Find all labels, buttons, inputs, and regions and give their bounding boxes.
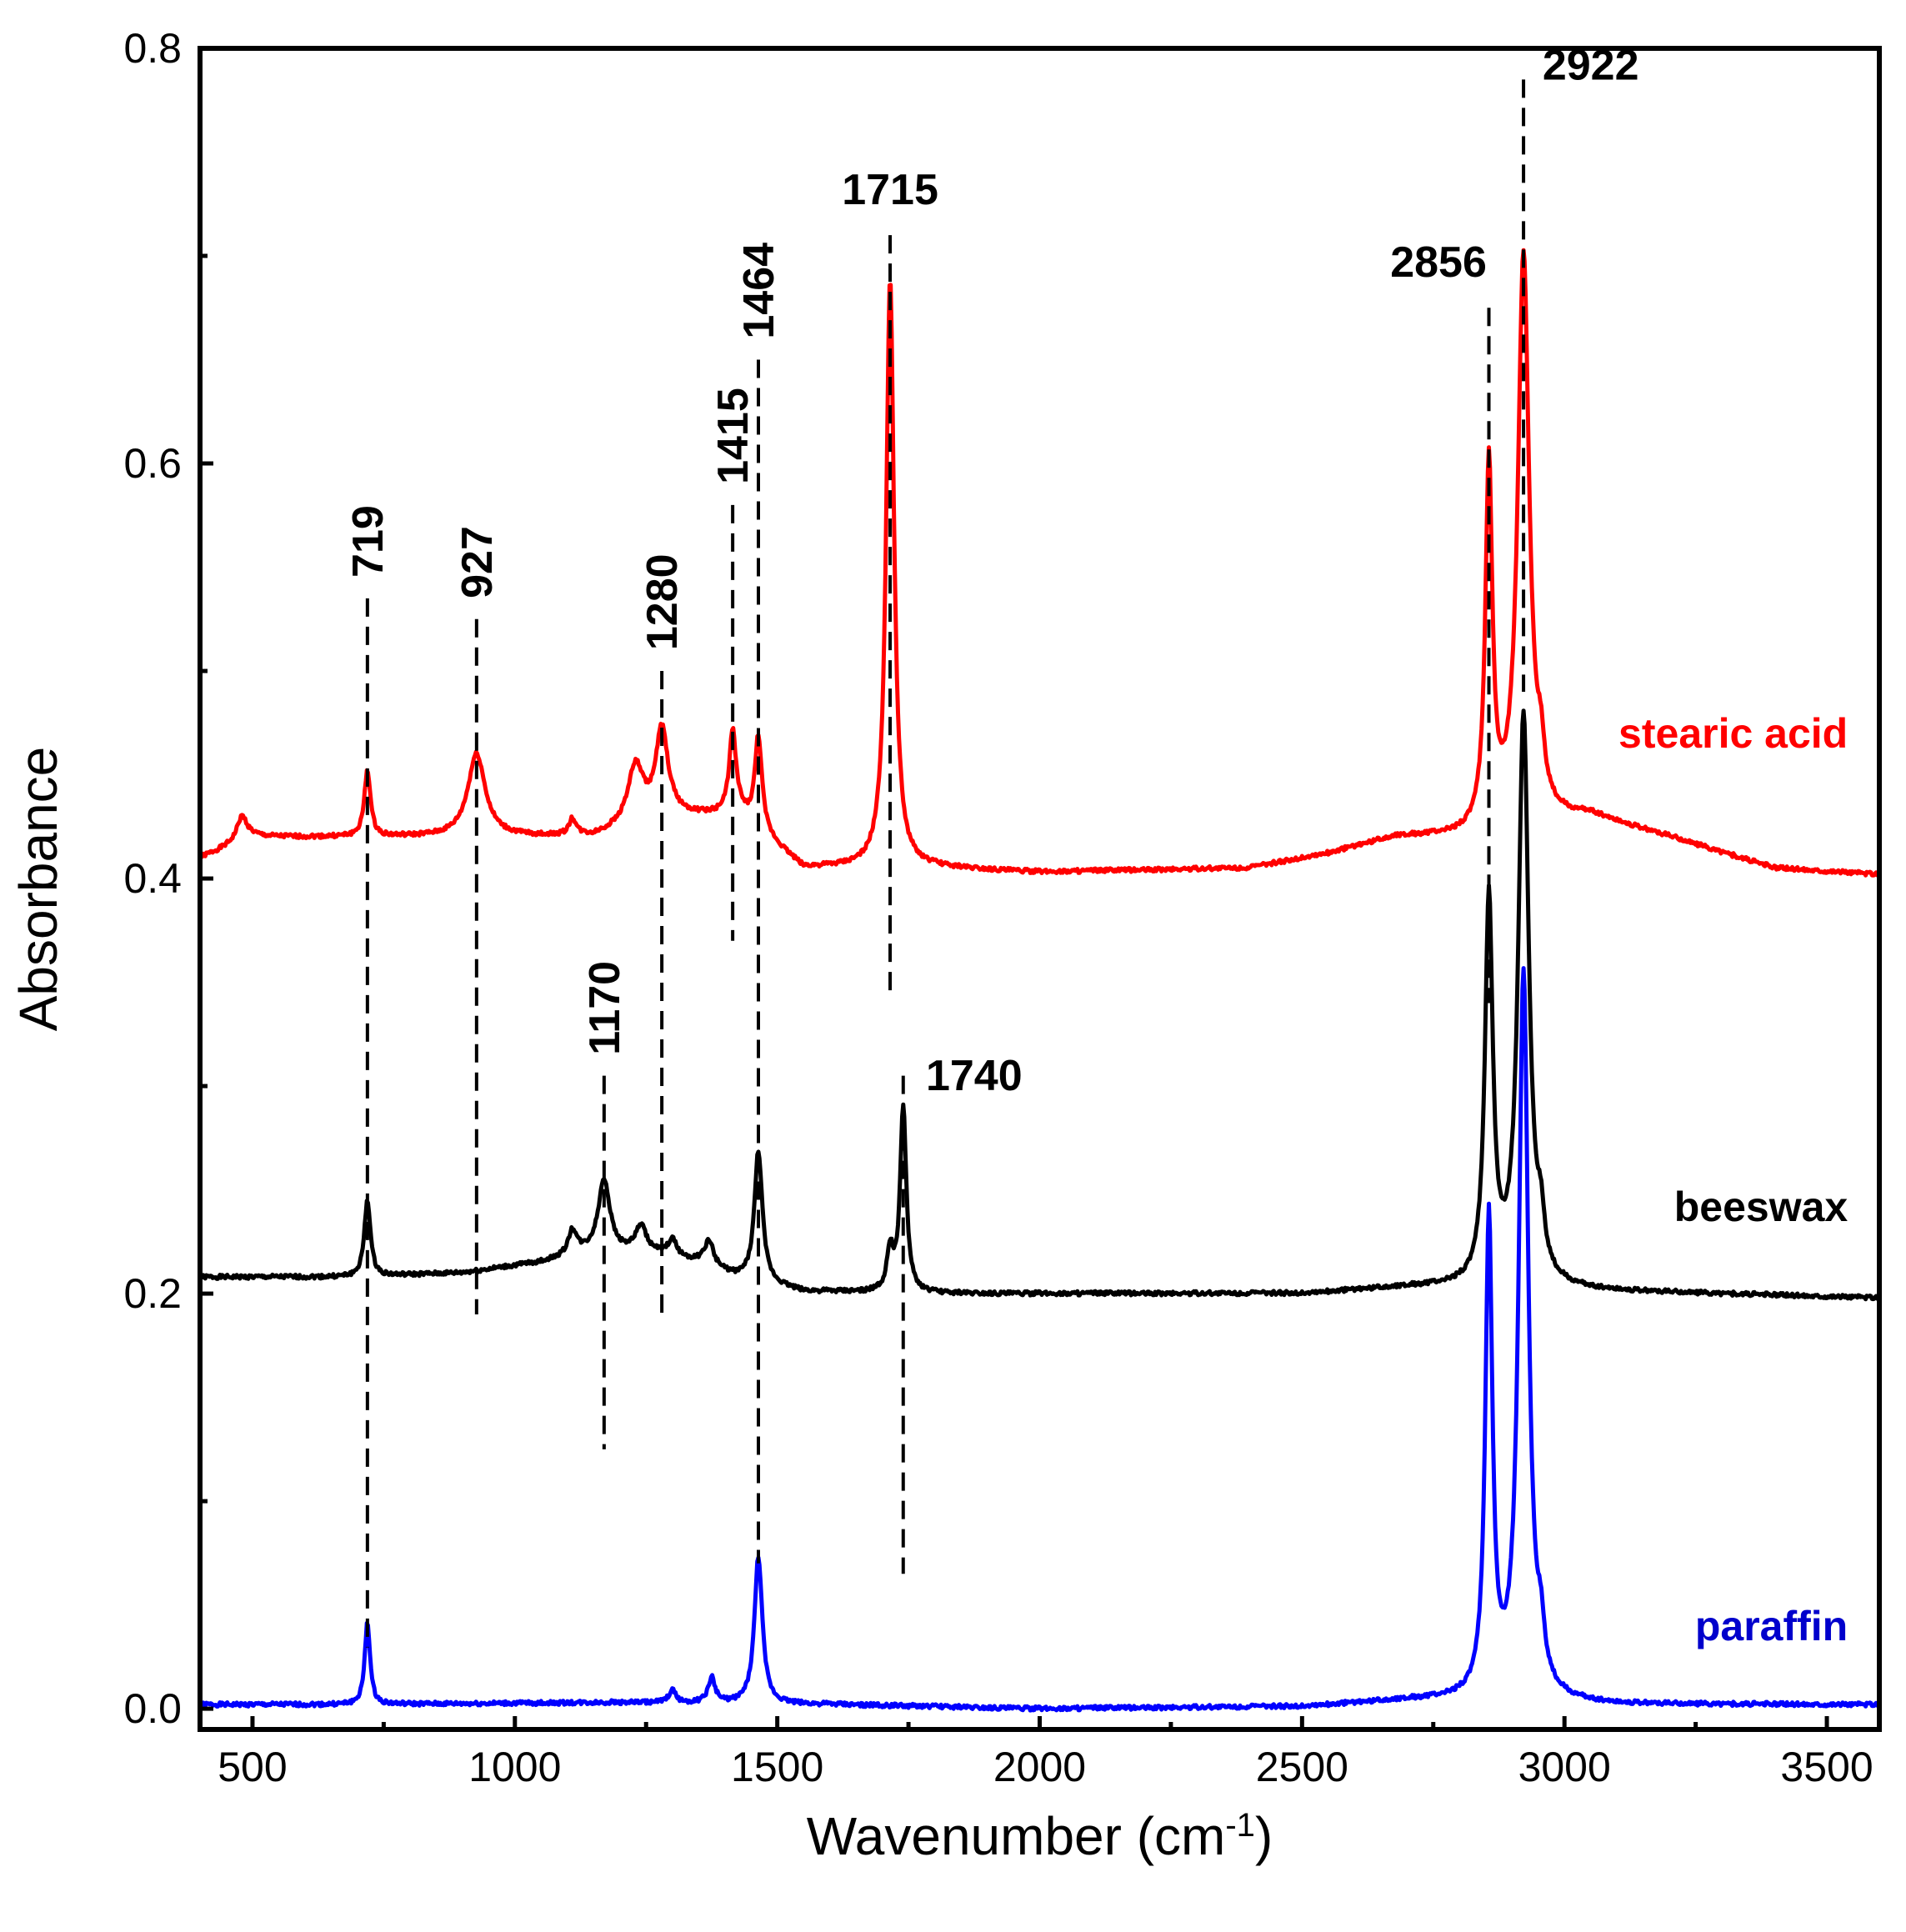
y-axis-title: Absorbance xyxy=(8,747,68,1032)
y-tick-label: 0.2 xyxy=(123,1270,182,1317)
series-line-stearic-acid xyxy=(198,248,1881,878)
y-tick-label: 0.4 xyxy=(123,855,182,902)
peak-label: 1464 xyxy=(735,243,783,339)
peak-label: 1280 xyxy=(638,553,687,650)
x-tick-label: 1000 xyxy=(468,1744,561,1790)
peak-label: 927 xyxy=(453,526,502,598)
peak-label: 2856 xyxy=(1390,238,1487,287)
series-labels: stearic acid beeswax paraffin xyxy=(1618,710,1848,1649)
x-axis-title: Wavenumber (cm-1) xyxy=(807,1806,1273,1866)
series-line-paraffin xyxy=(198,966,1881,1713)
series-label: stearic acid xyxy=(1618,710,1848,757)
x-tick-label: 2500 xyxy=(1256,1744,1348,1790)
y-tick-label: 0.0 xyxy=(123,1685,182,1732)
x-tick-label: 3500 xyxy=(1780,1744,1873,1790)
peak-label: 1170 xyxy=(581,961,629,1055)
x-tick-label: 500 xyxy=(218,1744,287,1790)
x-tick-label: 3000 xyxy=(1518,1744,1611,1790)
peak-label: 1740 xyxy=(926,1052,1023,1100)
series-label: paraffin xyxy=(1695,1603,1848,1649)
peak-label: 1715 xyxy=(842,166,938,214)
peak-label: 1415 xyxy=(709,388,758,484)
series-line-beeswax xyxy=(198,708,1881,1302)
plot-layer xyxy=(198,248,1881,1713)
y-tick-label: 0.6 xyxy=(123,440,182,487)
series-label: beeswax xyxy=(1674,1184,1848,1230)
y-tick-label: 0.8 xyxy=(123,25,182,72)
plot-frame xyxy=(198,46,1882,1732)
x-tick-label: 1500 xyxy=(731,1744,823,1790)
x-tick-label: 2000 xyxy=(993,1744,1086,1790)
peak-label: 719 xyxy=(344,505,393,578)
axes: 500 1000 1500 2000 2500 3000 3500 0.0 0.2 0.4 0.6 0… xyxy=(123,25,1882,1790)
